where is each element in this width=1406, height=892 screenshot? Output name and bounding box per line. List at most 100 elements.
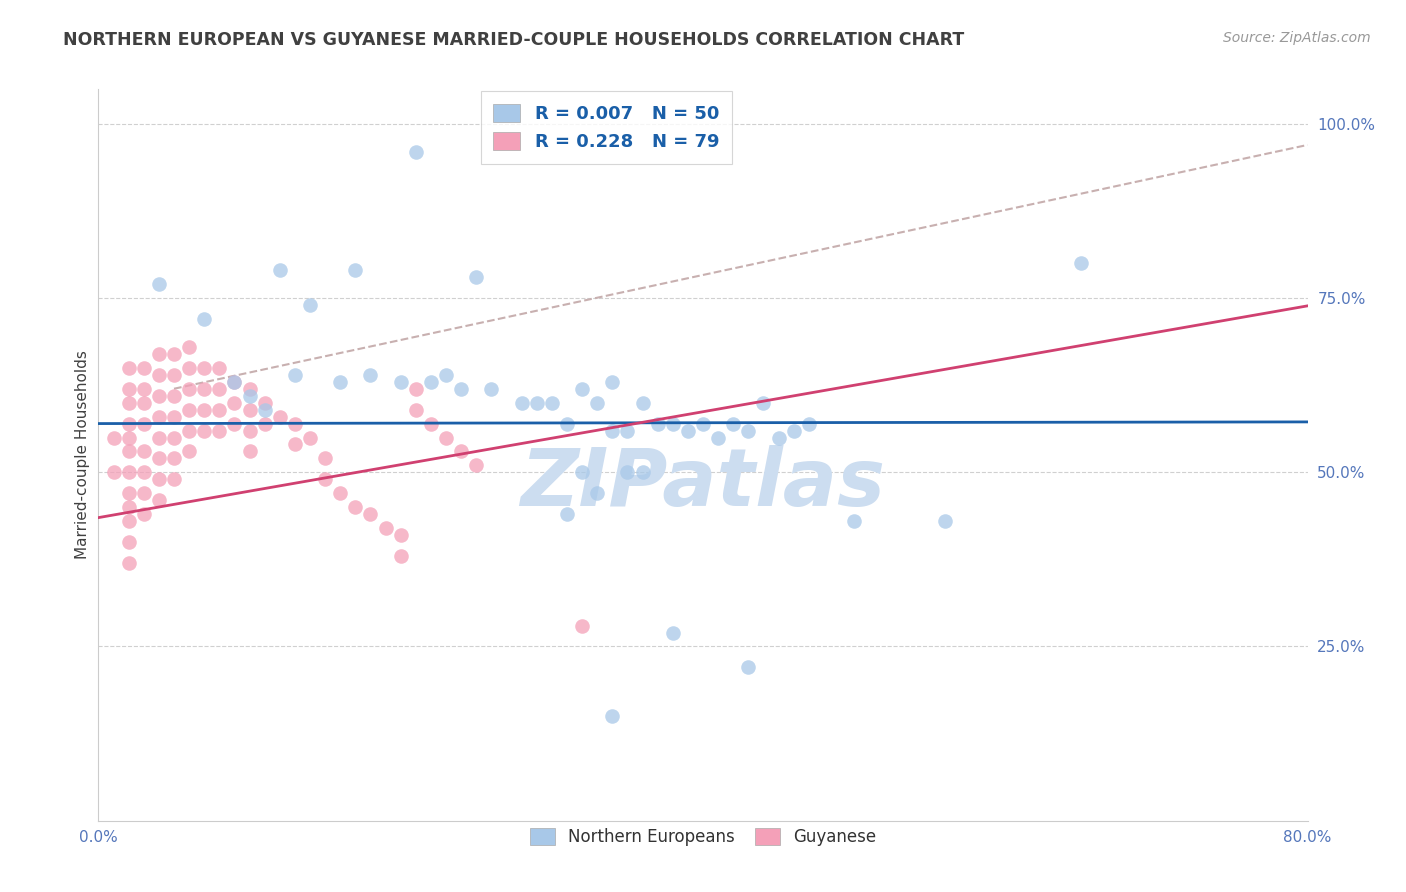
Point [555,417,578,431]
Point [179,444,201,458]
Point [616,424,638,438]
Point [163,430,186,444]
Point [676,424,699,438]
Point [465,458,488,473]
Point [329,375,352,389]
Point [314,472,336,486]
Point [163,368,186,382]
Point [647,417,669,431]
Point [692,417,714,431]
Point [118,535,141,549]
Point [434,368,457,382]
Point [148,368,170,382]
Point [208,424,231,438]
Point [193,402,215,417]
Point [797,417,820,431]
Point [179,340,201,354]
Point [132,360,155,375]
Point [299,430,322,444]
Point [193,382,215,396]
Text: Source: ZipAtlas.com: Source: ZipAtlas.com [1223,31,1371,45]
Point [434,430,457,444]
Point [737,424,759,438]
Point [132,395,155,409]
Point [148,451,170,466]
Point [586,486,609,500]
Legend: Northern Europeans, Guyanese: Northern Europeans, Guyanese [523,821,883,853]
Point [148,493,170,508]
Point [179,382,201,396]
Point [450,444,472,458]
Point [118,395,141,409]
Point [269,409,291,424]
Point [208,360,231,375]
Point [586,395,609,409]
Point [118,382,141,396]
Point [389,549,412,563]
Point [224,395,246,409]
Point [602,375,624,389]
Point [616,466,638,480]
Point [284,437,307,451]
Text: ZIPatlas: ZIPatlas [520,445,886,524]
Point [571,618,593,632]
Point [344,500,367,515]
Point [148,430,170,444]
Point [631,395,654,409]
Point [752,395,775,409]
Point [284,417,307,431]
Point [208,402,231,417]
Point [132,507,155,521]
Point [602,709,624,723]
Point [269,263,291,277]
Point [148,277,170,292]
Point [224,375,246,389]
Point [1070,256,1092,270]
Point [450,382,472,396]
Point [299,298,322,312]
Point [661,625,683,640]
Point [571,382,593,396]
Point [420,375,443,389]
Y-axis label: Married-couple Households: Married-couple Households [75,351,90,559]
Point [481,382,503,396]
Point [224,375,246,389]
Point [193,360,215,375]
Point [179,402,201,417]
Point [768,430,790,444]
Point [163,409,186,424]
Point [510,395,533,409]
Point [163,389,186,403]
Point [540,395,562,409]
Point [148,409,170,424]
Point [148,347,170,361]
Point [148,472,170,486]
Point [193,424,215,438]
Point [239,424,262,438]
Point [253,417,276,431]
Point [844,514,866,528]
Point [179,424,201,438]
Point [420,417,443,431]
Point [193,312,215,326]
Point [148,389,170,403]
Point [344,263,367,277]
Point [360,368,382,382]
Point [934,514,956,528]
Point [465,270,488,285]
Point [783,424,806,438]
Point [405,382,427,396]
Point [374,521,396,535]
Point [389,528,412,542]
Point [723,417,745,431]
Point [631,466,654,480]
Point [224,417,246,431]
Point [118,430,141,444]
Point [360,507,382,521]
Point [103,466,125,480]
Point [132,486,155,500]
Point [405,145,427,159]
Point [118,360,141,375]
Point [389,375,412,389]
Point [405,402,427,417]
